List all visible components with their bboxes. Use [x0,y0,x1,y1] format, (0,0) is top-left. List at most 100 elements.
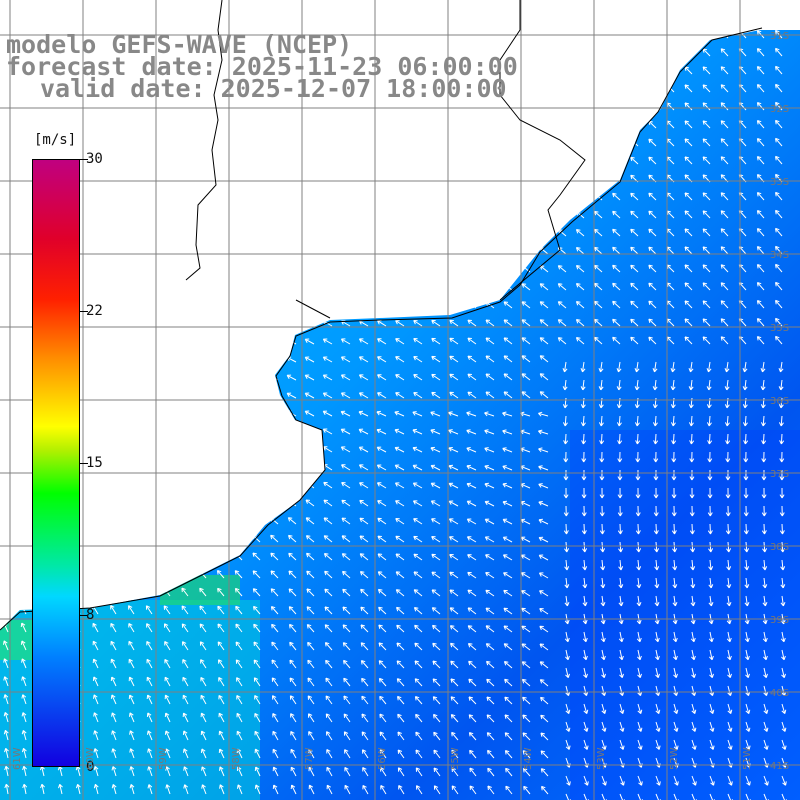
wind-arrow [521,355,531,363]
wind-arrow [634,361,640,373]
wind-arrow [618,595,624,607]
wind-arrow [756,138,765,147]
wind-arrow [653,523,659,535]
wind-arrow [598,361,604,373]
wind-arrow [565,649,570,661]
colorbar-tick-15: 15 [86,455,103,471]
wind-arrow [430,429,441,435]
wind-arrow [616,361,622,373]
wind-arrow [580,415,586,427]
wind-arrow [684,102,693,111]
wind-arrow [617,469,623,481]
wind-arrow [182,730,189,741]
wind-arrow [3,658,9,669]
wind-arrow [361,677,369,687]
wind-arrow [467,607,477,615]
wind-arrow [725,505,731,517]
wind-arrow [635,469,641,481]
wind-arrow [725,433,731,445]
wind-arrow [583,775,589,786]
wind-arrow [720,210,729,219]
wind-arrow [92,658,99,669]
wind-arrow [502,465,513,471]
wind-arrow [164,676,171,687]
wind-arrow [4,765,10,777]
wind-arrow [254,784,261,795]
longitude-label: 58W [231,747,242,770]
wind-arrow [217,623,225,633]
wind-arrow [58,783,63,795]
wind-arrow [413,607,423,615]
wind-arrow [565,667,570,679]
wind-arrow [3,694,9,705]
longitude-label: 61W [12,747,23,770]
wind-arrow [308,748,315,759]
wind-arrow [412,446,423,453]
wind-arrow [636,559,642,571]
wind-arrow [395,518,405,525]
wind-arrow [655,739,661,750]
wind-arrow [340,338,351,345]
wind-arrow [594,264,603,273]
wind-arrow [671,523,677,535]
wind-arrow [684,264,693,273]
wind-arrow [727,739,733,750]
wind-arrow [503,391,513,399]
wind-arrow [708,631,714,643]
wind-arrow [502,536,513,543]
wind-arrow [93,783,99,795]
wind-arrow [219,784,225,795]
wind-arrow [673,703,679,714]
wind-arrow [689,469,695,481]
wind-arrow [449,319,459,327]
wind-arrow [673,649,678,661]
wind-arrow [431,373,441,381]
wind-arrow [637,721,643,732]
wind-arrow [271,641,279,651]
wind-arrow [557,301,567,309]
wind-arrow [502,429,513,435]
wind-arrow [237,784,243,795]
wind-arrow [182,641,189,651]
wind-arrow [413,535,423,543]
wind-arrow [709,739,715,750]
wind-arrow [360,606,369,615]
wind-arrow [760,379,766,391]
wind-arrow [775,101,783,111]
wind-arrow [414,696,423,705]
wind-arrow [612,192,621,201]
wind-arrow [394,482,405,489]
wind-arrow [378,624,387,633]
latitude-label: 37S [770,469,790,480]
wind-arrow [707,487,713,499]
wind-arrow [779,451,785,463]
wind-arrow [691,721,697,732]
wind-arrow [563,523,569,535]
wind-arrow [637,739,643,750]
wind-arrow [469,785,477,795]
wind-arrow [234,570,243,579]
wind-arrow [673,721,679,732]
wind-arrow [164,658,171,669]
wind-arrow [146,623,153,633]
wind-arrow [744,577,750,589]
wind-arrow [449,554,459,561]
wind-arrow [110,676,117,687]
wind-arrow [539,337,549,345]
wind-arrow [702,120,711,129]
wind-arrow [22,783,28,795]
wind-arrow [289,695,297,705]
wind-arrow [743,523,749,535]
wind-arrow [343,677,351,687]
wind-arrow [270,534,279,543]
wind-arrow [502,554,513,561]
wind-arrow [618,541,624,553]
longitude-label: 59W [158,747,169,770]
wind-arrow [430,482,441,489]
wind-arrow [236,730,243,741]
wind-arrow [270,570,279,579]
wind-arrow [725,523,731,535]
wind-arrow [557,265,567,273]
wind-arrow [128,676,135,687]
wind-arrow [708,595,714,607]
